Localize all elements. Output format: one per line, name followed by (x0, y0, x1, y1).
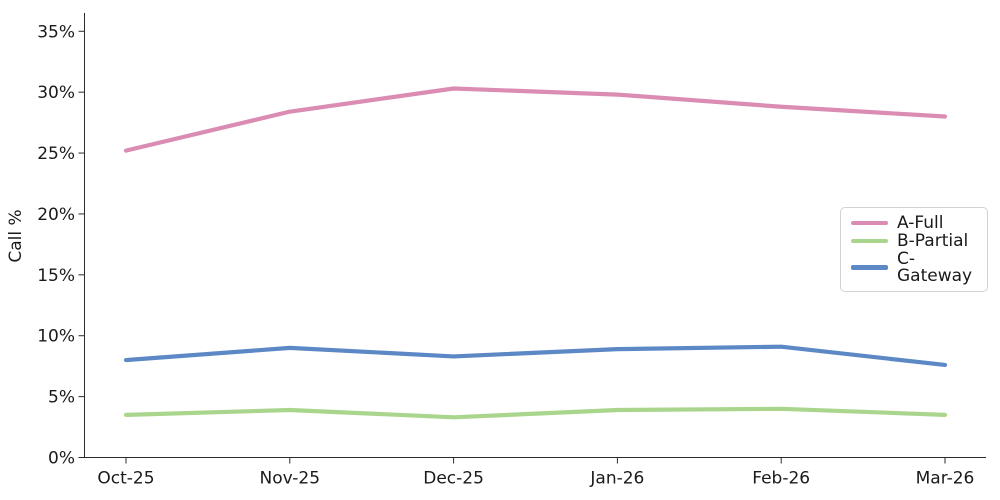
series-line-c-gateway (123, 344, 948, 368)
x-tick-label: Feb-26 (752, 469, 810, 489)
x-tick-label: Nov-25 (260, 469, 321, 489)
legend: A-Full B-Partial C-Gateway (840, 207, 988, 292)
y-tick-label: 0% (48, 449, 75, 469)
legend-label: A-Full (897, 212, 944, 233)
y-axis-title: Call % (6, 209, 26, 263)
y-tick-label: 20% (37, 205, 75, 225)
x-tick-label: Oct-25 (97, 469, 154, 489)
y-tick-label: 15% (37, 266, 75, 286)
legend-label: C-Gateway (897, 248, 973, 286)
legend-label: B-Partial (897, 230, 969, 251)
legend-swatch-a-full-icon (851, 220, 888, 226)
x-tick-label: Dec-25 (423, 469, 484, 489)
series-line-a-full (123, 86, 948, 153)
legend-swatch-b-partial-icon (851, 238, 888, 244)
legend-item-b-partial: B-Partial (851, 230, 977, 251)
y-tick-label: 5% (48, 388, 75, 408)
x-tick-label: Mar-26 (916, 469, 975, 489)
y-tick-label: 10% (37, 327, 75, 347)
legend-swatch-c-gateway-icon (851, 265, 888, 270)
x-tick-label: Jan-26 (589, 469, 644, 489)
series-line-b-partial (123, 406, 948, 420)
legend-item-a-full: A-Full (851, 212, 977, 233)
y-tick-label: 25% (37, 144, 75, 164)
y-tick-label: 35% (37, 22, 75, 42)
legend-item-c-gateway: C-Gateway (851, 248, 977, 286)
y-tick-label: 30% (37, 83, 75, 103)
